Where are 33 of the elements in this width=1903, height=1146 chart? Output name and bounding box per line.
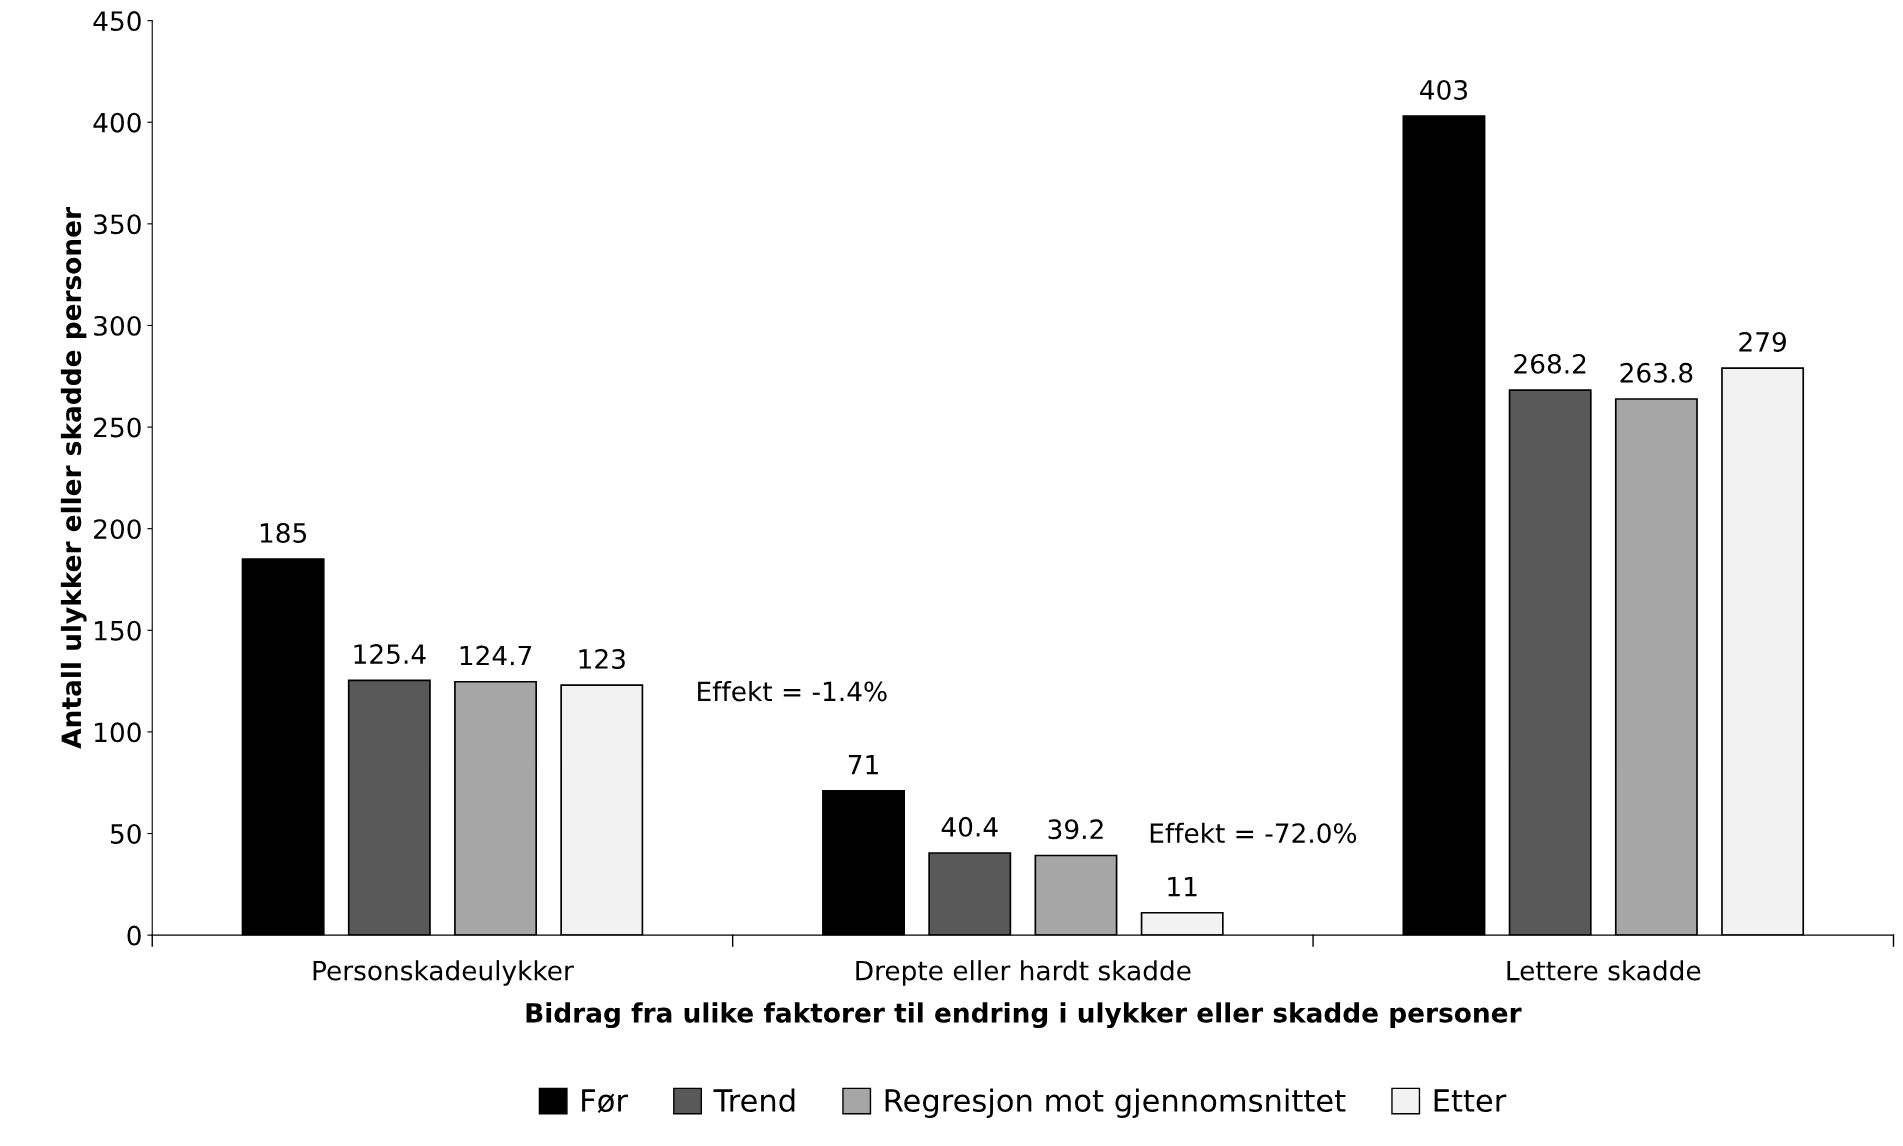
data-label: 124.7 [460,645,532,666]
data-label: 279 [1739,331,1786,352]
y-tick-label: 450 [93,11,141,32]
x-tick-label: Lettere skadde [1507,960,1701,981]
data-label: 263.8 [1620,362,1693,383]
data-label: 40.4 [941,816,998,837]
y-tick-label: 0 [127,925,141,946]
x-axis-title: Bidrag fra ulike faktorer til endring i ulykker eller skadde personer [526,1002,1522,1029]
annotation: Effekt = -1.4% [698,680,887,702]
data-label: 71 [848,755,878,775]
y-tick-label: 400 [93,112,141,133]
data-label: 403 [1420,79,1468,100]
y-tick-label: 200 [94,519,141,540]
y-tick-label: 100 [95,722,141,743]
y-tick-label: 150 [95,620,141,641]
legend-label: Før [582,1089,628,1114]
y-tick-label: 350 [94,214,141,235]
legend-label: Trend [713,1088,795,1113]
x-tick-label: Drepte eller hardt skadde [856,960,1191,986]
data-label: 11 [1168,876,1197,897]
data-label: 123 [579,648,625,669]
y-tick-label: 250 [94,417,141,438]
data-label: 185 [260,522,306,543]
x-tick-label: Personskadeulykker [313,960,574,986]
legend-label: Regresjon mot gjennomsnittet [885,1088,1346,1118]
legend-label: Etter [1434,1089,1507,1113]
y-axis-title: Antall ulykker eller skadde personer [60,207,87,749]
data-label: 268.2 [1514,353,1586,374]
annotation: Effekt = -72.0% [1150,822,1357,844]
data-label: 125.4 [354,644,426,665]
y-tick-label: 50 [110,823,141,844]
y-tick-label: 300 [94,315,141,336]
data-label: 39.2 [1048,819,1103,840]
